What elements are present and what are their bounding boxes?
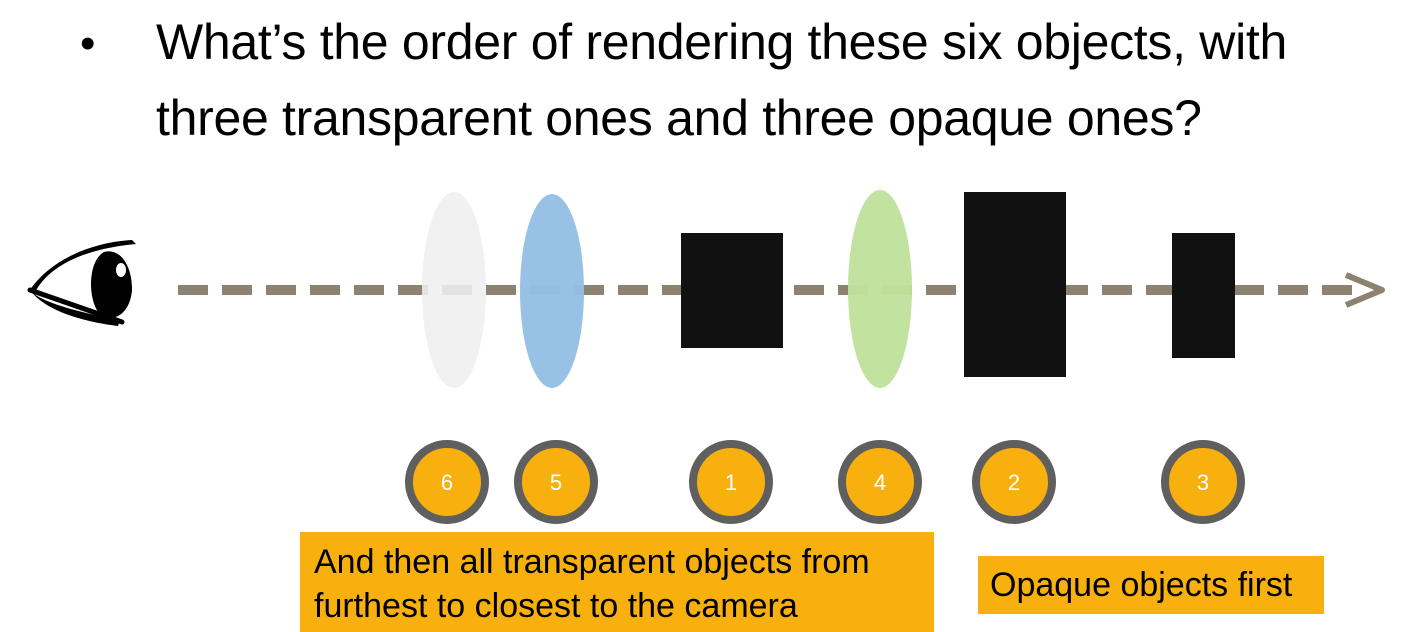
order-badge: 2 [972, 440, 1056, 524]
order-badge: 4 [838, 440, 922, 524]
bullet-point: • [80, 19, 96, 68]
transparent-objects-callout: And then all transparent objects from fu… [300, 532, 934, 632]
arrow-right-icon [1344, 272, 1385, 308]
order-number: 4 [874, 470, 886, 495]
order-badge: 5 [514, 440, 598, 524]
order-badge: 6 [405, 440, 489, 524]
order-number: 2 [1008, 470, 1020, 495]
opaque-objects-callout: Opaque objects first [978, 556, 1324, 614]
slide-question: What’s the order of rendering these six … [156, 14, 1287, 146]
eye-icon [27, 240, 136, 326]
object-2 [520, 194, 584, 388]
object-3 [681, 233, 783, 348]
order-badge: 3 [1161, 440, 1245, 524]
object-1 [422, 192, 486, 388]
order-number: 3 [1197, 470, 1209, 495]
object-4 [848, 190, 912, 388]
object-5 [964, 192, 1066, 377]
order-number: 6 [441, 470, 453, 495]
order-number: 1 [725, 470, 737, 495]
object-6 [1172, 233, 1235, 358]
order-badge: 1 [689, 440, 773, 524]
order-number: 5 [550, 470, 562, 495]
